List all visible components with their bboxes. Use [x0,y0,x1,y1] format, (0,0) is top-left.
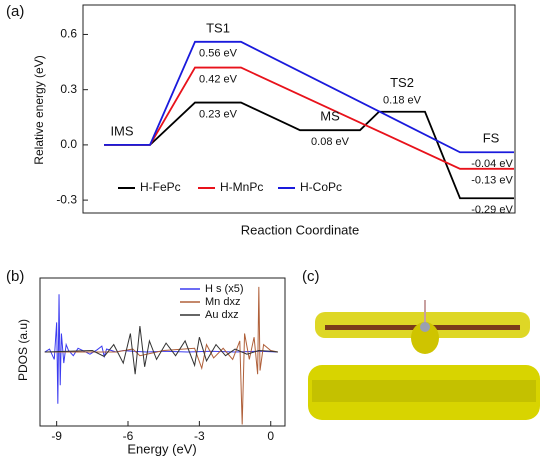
value-label: -0.04 eV [471,158,513,170]
x-tick-label: -9 [51,429,62,443]
state-label: TS2 [390,75,414,90]
y-tick-label: 0.3 [60,82,77,96]
legend-label: H-FePc [140,180,181,194]
energy-line [104,40,514,154]
value-label: 0.08 eV [311,136,350,148]
value-label: -0.29 eV [471,204,513,216]
x-tick-label: -6 [123,429,134,443]
state-label: MS [320,109,340,124]
y-axis-label: PDOS (a.u) [16,319,30,381]
energy-line [104,66,514,170]
panel-label: (c) [302,268,320,285]
x-axis-label: Energy (eV) [127,441,196,456]
y-tick-label: -0.3 [56,192,77,206]
legend-label: H-MnPc [220,180,263,194]
state-label: FS [483,131,500,146]
plot-frame [82,4,516,214]
x-tick-label: -3 [194,429,205,443]
state-label: IMS [110,123,133,138]
value-label: -0.13 eV [471,175,513,187]
pdos-line [44,286,278,425]
value-label: 0.56 eV [199,48,238,60]
x-axis-label: Reaction Coordinate [241,222,360,237]
legend-label: H s (x5) [205,283,244,295]
energy-line [104,101,514,200]
y-axis-label: Relative energy (eV) [32,55,46,164]
y-tick-label: 0.6 [60,27,77,41]
plot-frame [39,277,286,427]
legend-label: Mn dxz [205,296,240,308]
x-tick-label: 0 [267,429,274,443]
isosurface-image [305,295,545,430]
y-tick-label: 0.0 [60,137,77,151]
value-label: 0.23 eV [199,108,238,120]
value-label: 0.18 eV [383,95,422,107]
state-label: TS1 [206,20,230,35]
panel-label: (b) [6,268,24,285]
legend-label: Au dxz [205,309,239,321]
pdos-line [44,326,278,375]
value-label: 0.42 eV [199,73,238,85]
panel-label: (a) [6,3,24,20]
legend-label: H-CoPc [300,180,342,194]
